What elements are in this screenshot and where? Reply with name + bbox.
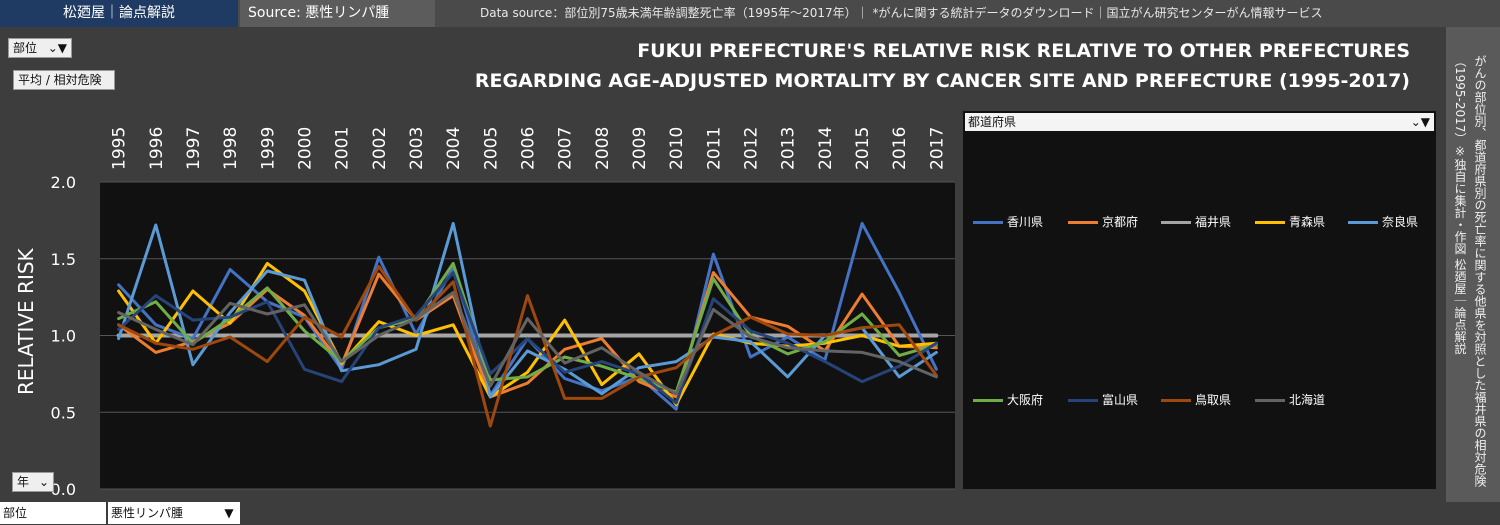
year-filter-button[interactable]: 年 ⌄ [12,472,54,492]
bottom-bar [0,502,1500,525]
legend-label: 京都府 [1102,215,1139,229]
bottom-field-label: 部位 [0,502,106,524]
prefecture-filter-label: 都道府県 [968,115,1017,129]
y-axis-label: RELATIVE RISK [14,248,38,395]
legend-item[interactable]: 大阪府 [973,391,1043,408]
legend-label: 香川県 [1007,215,1044,229]
legend-label: 福井県 [1195,215,1232,229]
year-filter-label: 年 [17,475,30,489]
legend-label: 青森県 [1289,215,1326,229]
brand-tab[interactable]: 松廼屋｜論点解説 [0,0,238,27]
legend-label: 大阪府 [1007,393,1044,407]
site-filter-label: 部位 [13,41,38,55]
bottom-field-value[interactable]: 悪性リンパ腫 [108,502,218,524]
side-note: がんの部位別、都道府県別の死亡率に関する他県を対照とした福井県の相対危険（199… [1453,55,1487,487]
legend-item[interactable]: 富山県 [1068,391,1138,408]
legend-swatch [1255,221,1285,224]
chevron-down-icon: ⌄ [38,475,49,489]
legend-swatch [973,399,1003,402]
legend-swatch [1348,221,1378,224]
chart-title-line2: REGARDING AGE-ADJUSTED MORTALITY BY CANC… [474,70,1410,92]
legend-item[interactable]: 香川県 [973,213,1043,230]
legend-label: 鳥取県 [1195,393,1232,407]
legend-item[interactable]: 福井県 [1161,213,1231,230]
legend-panel: 都道府県 ⌄▼ 香川県 京都府 福井県 青森県 奈良県大阪府 富山県 鳥取県 北海道 [963,111,1436,489]
legend-label: 北海道 [1289,393,1326,407]
source-tab[interactable]: Source: 悪性リンパ腫 [240,0,435,27]
legend-swatch [1255,399,1285,402]
filter-icon: ⌄▼ [47,41,67,55]
legend-swatch [1068,399,1098,402]
legend-item[interactable]: 奈良県 [1348,213,1418,230]
legend-swatch [1161,399,1191,402]
measure-filter-button[interactable]: 平均 / 相対危険 [13,70,115,90]
legend-swatch [973,221,1003,224]
legend-label: 奈良県 [1382,215,1419,229]
legend-item[interactable]: 京都府 [1068,213,1138,230]
chart-title-line1: FUKUI PREFECTURE'S RELATIVE RISK RELATIV… [637,40,1410,62]
site-filter-button[interactable]: 部位 ⌄▼ [8,38,72,58]
legend-item[interactable]: 北海道 [1255,391,1325,408]
measure-filter-label: 平均 / 相対危険 [18,73,102,87]
side-note-strip [1446,27,1500,502]
legend-label: 富山県 [1102,393,1139,407]
legend-item[interactable]: 青森県 [1255,213,1325,230]
legend-swatch [1161,221,1191,224]
legend-swatch [1068,221,1098,224]
legend-item[interactable]: 鳥取県 [1161,391,1231,408]
prefecture-filter-header[interactable]: 都道府県 ⌄▼ [965,113,1434,131]
filter-icon: ⌄▼ [1410,115,1430,129]
filter-icon[interactable]: ▼ [218,502,240,524]
data-source-note: Data source：部位別75歳未満年齢調整死亡率（1995年～2017年）… [480,6,1323,20]
